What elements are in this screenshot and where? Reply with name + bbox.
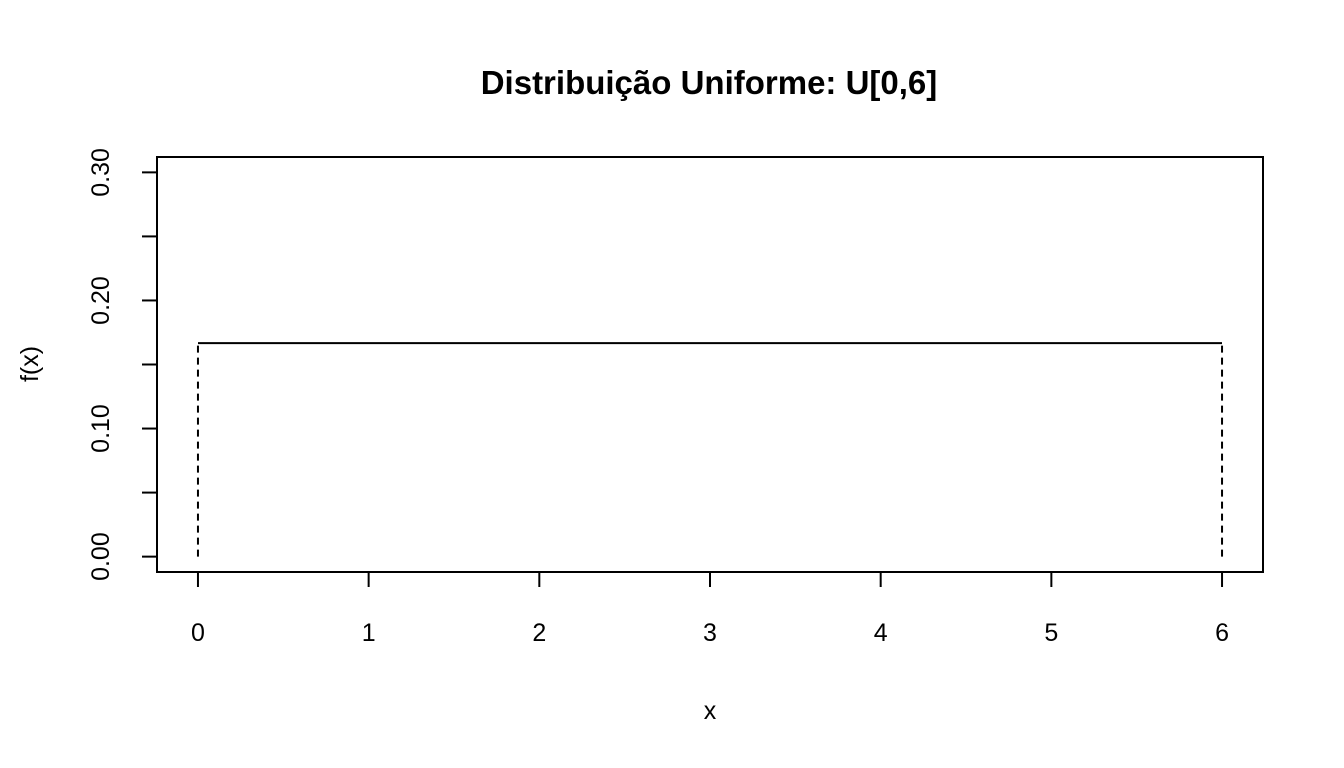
x-tick-label: 0: [191, 619, 205, 647]
y-tick-label: 0.20: [87, 276, 115, 325]
x-tick-label: 4: [874, 619, 888, 647]
data-layer: [196, 342, 1224, 557]
y-axis-label: f(x): [16, 346, 44, 382]
y-axis: 0.00 0.10 0.20 0.30: [87, 148, 158, 581]
x-tick-label: 6: [1215, 619, 1229, 647]
y-tick-label: 0.30: [87, 148, 115, 197]
x-axis: 0 1 2 3 4 5 6: [191, 571, 1229, 647]
x-tick-label: 1: [362, 619, 376, 647]
x-axis-label: x: [704, 697, 717, 725]
plot-box: [156, 156, 1264, 573]
y-tick-label: 0.10: [87, 404, 115, 453]
x-tick-label: 3: [703, 619, 717, 647]
x-tick-label: 5: [1044, 619, 1058, 647]
chart-title: Distribuição Uniforme: U[0,6]: [481, 64, 938, 101]
x-tick-label: 2: [532, 619, 546, 647]
y-tick-label: 0.00: [87, 532, 115, 581]
